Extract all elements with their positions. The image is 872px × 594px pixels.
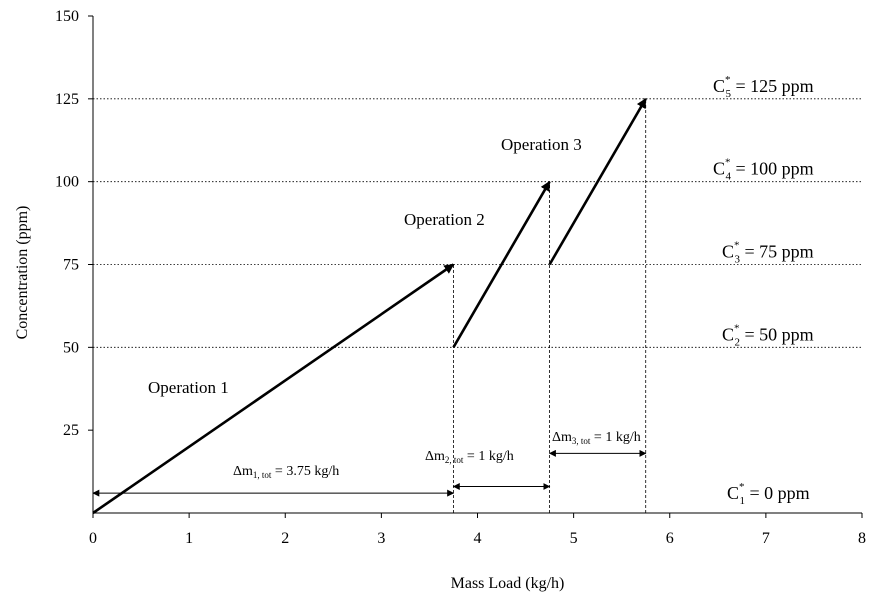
x-tick-label: 2: [281, 530, 289, 547]
mass-interval-3-label: Δm3, tot = 1 kg/h: [552, 430, 641, 446]
x-axis-title: Mass Load (kg/h): [451, 575, 565, 592]
y-axis-title: Concentration (ppm): [14, 206, 31, 340]
y-tick-label: 150: [55, 8, 79, 25]
guides: [93, 98, 862, 513]
operation-1-label: Operation 1: [148, 378, 229, 397]
y-tick-label: 125: [55, 91, 79, 108]
concentration-label-2: C* 2 = 50 ppm: [722, 322, 814, 348]
x-tick-label: 0: [89, 530, 97, 547]
y-tick-label: 50: [63, 339, 79, 356]
labels: Operation 1 Operation 2 Operation 3 C* 1 = 0…: [92, 74, 814, 507]
concentration-label-3: C* 3 = 75 ppm: [722, 240, 814, 266]
mass-interval-1-label: Δm1, tot = 3.75 kg/h: [233, 464, 339, 480]
y-tick-label: 100: [55, 174, 79, 191]
operation-2-label: Operation 2: [404, 210, 485, 229]
y-tick-label: 75: [63, 257, 79, 274]
concentration-label-4: C* 4 = 100 ppm: [713, 157, 814, 183]
series: [92, 97, 647, 515]
x-tick-label: 3: [377, 530, 385, 547]
x-tick-label: 7: [762, 530, 770, 547]
x-tick-label: 6: [666, 530, 674, 547]
y-tick-label: 25: [63, 422, 79, 439]
x-tick-label: 8: [858, 530, 866, 547]
x-tick-label: 4: [474, 530, 482, 547]
axes: 0 1 2 3 4 5 6 7 8 25 50 75 100 125 150 Mass Load (kg/h)…: [14, 8, 866, 592]
operation-3-label: Operation 3: [501, 135, 582, 154]
operation-1-arrow: [92, 263, 455, 515]
operation-2-arrow: [452, 180, 551, 348]
concentration-label-5: C* 5 = 125 ppm: [713, 74, 814, 100]
mass-interval-2-label: Δm2, tot = 1 kg/h: [425, 449, 514, 465]
operation-3-arrow: [548, 97, 647, 266]
x-tick-label: 5: [570, 530, 578, 547]
x-tick-label: 1: [185, 530, 193, 547]
concentration-label-1: C* 1 = 0 ppm: [727, 481, 810, 507]
